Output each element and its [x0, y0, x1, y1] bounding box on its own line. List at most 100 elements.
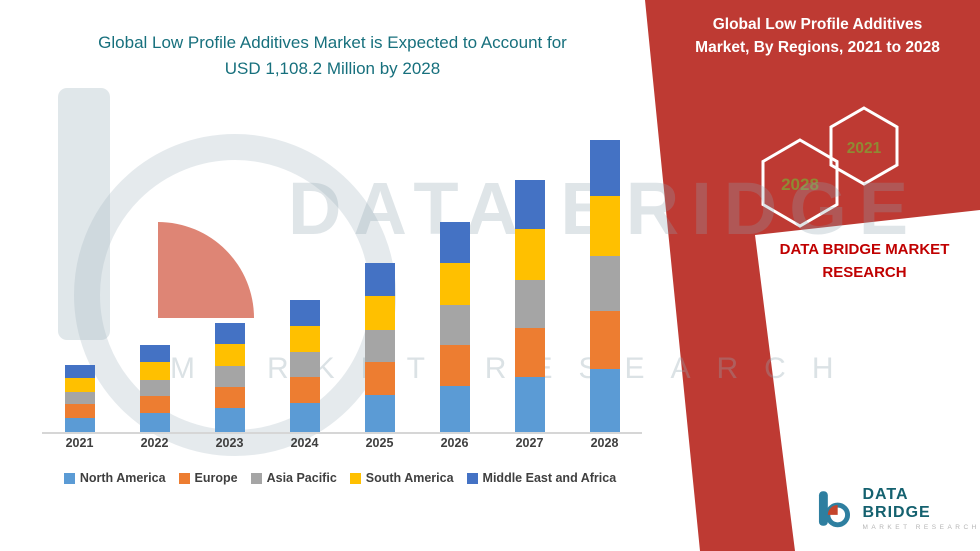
banner-title-line2: Market, By Regions, 2021 to 2028 [695, 39, 940, 57]
logo-tagline: MARKET RESEARCH [862, 524, 980, 531]
chart-legend: North America Europe Asia Pacific South Ame… [25, 471, 655, 485]
bar-segment-2026-north-america [439, 386, 470, 432]
company-logo: DATA BRIDGE MARKET RESEARCH [815, 486, 980, 531]
legend-item-north-america: North America [63, 471, 166, 485]
bar-segment-2022-asia-pacific [139, 379, 170, 396]
x-axis-label-2027: 2027 [515, 436, 544, 450]
bar-segment-2027-asia-pacific [514, 280, 545, 328]
bar-slot-2024 [267, 100, 342, 432]
legend-item-south-america: South America [349, 471, 454, 485]
x-axis-label-2024: 2024 [290, 436, 319, 450]
watermark-logo-red-quarter [158, 222, 254, 318]
bar-segment-2028-north-america [589, 368, 620, 432]
legend-swatch-icon [466, 472, 478, 484]
stacked-bar-2023 [214, 322, 245, 432]
bar-slot-2021 [42, 100, 117, 432]
company-name: DATA BRIDGE MARKET RESEARCH [762, 238, 967, 285]
legend-label: South America [365, 471, 454, 485]
watermark-subtitle: MARKET RESEARCH [170, 352, 860, 385]
bar-segment-2026-south-america [439, 262, 470, 306]
bar-segment-2024-south-america [289, 325, 320, 353]
chart-title-line2: USD 1,108.2 Million by 2028 [224, 59, 441, 79]
legend-label: Europe [194, 471, 238, 485]
bar-segment-2024-europe [289, 377, 320, 404]
bar-segment-2025-north-america [364, 395, 395, 432]
x-axis-label-2025: 2025 [365, 436, 394, 450]
legend-swatch-icon [250, 472, 262, 484]
bar-segment-2025-asia-pacific [364, 330, 395, 362]
bar-slot-2025 [342, 100, 417, 432]
hexagon-2028-icon [761, 138, 839, 228]
bar-segment-2027-north-america [514, 377, 545, 432]
bar-segment-2021-asia-pacific [64, 391, 95, 405]
bar-segment-2023-south-america [214, 344, 245, 367]
bar-segment-2027-middle-east-and-africa [514, 180, 545, 229]
bar-segment-2021-north-america [64, 417, 95, 432]
legend-label: North America [79, 471, 166, 485]
bar-segment-2024-asia-pacific [289, 352, 320, 378]
legend-item-asia-pacific: Asia Pacific [250, 471, 337, 485]
banner-title-line1: Global Low Profile Additives [712, 16, 923, 33]
stacked-bar-2024 [289, 300, 320, 432]
bar-segment-2023-asia-pacific [214, 366, 245, 387]
bar-segment-2028-europe [589, 311, 620, 369]
legend-item-middle-east-and-africa: Middle East and Africa [466, 471, 616, 485]
chart-title-line1: Global Low Profile Additives Market is E… [98, 33, 567, 52]
chart-title: Global Low Profile Additives Market is E… [45, 30, 620, 83]
logo-name: DATA BRIDGE [862, 486, 931, 521]
hexagon-2021-icon [829, 106, 899, 186]
company-name-line2: RESEARCH [822, 264, 907, 282]
watermark-logo-stem [58, 88, 110, 340]
company-logo-icon [818, 490, 851, 527]
bar-segment-2021-europe [64, 404, 95, 418]
legend-item-europe: Europe [178, 471, 238, 485]
stacked-bar-2021 [64, 365, 95, 432]
bar-slot-2023 [192, 100, 267, 432]
bar-segment-2023-europe [214, 386, 245, 409]
bar-segment-2025-middle-east-and-africa [364, 263, 395, 296]
bar-segment-2027-europe [514, 327, 545, 378]
stacked-bar-2025 [364, 263, 395, 432]
x-axis-labels: 2021 2022 2023 2024 2025 2026 2027 2028 [42, 436, 642, 450]
banner-title: Global Low Profile Additives Market, By … [665, 13, 970, 60]
x-axis-label-2026: 2026 [440, 436, 469, 450]
bar-segment-2028-asia-pacific [589, 256, 620, 312]
bar-slot-2027 [492, 100, 567, 432]
bar-segment-2023-north-america [214, 408, 245, 432]
bar-segment-2022-europe [139, 395, 170, 414]
company-name-line1: DATA BRIDGE MARKET [779, 241, 950, 258]
plot-area [42, 100, 642, 434]
x-axis-label-2028: 2028 [590, 436, 619, 450]
stacked-bar-2028 [589, 140, 620, 432]
hexagon-year-2028: 2028 [781, 175, 819, 194]
bar-slot-2026 [417, 100, 492, 432]
stacked-bar-2022 [139, 345, 170, 432]
legend-label: Asia Pacific [266, 471, 337, 485]
bar-segment-2022-middle-east-and-africa [139, 345, 170, 362]
bar-segment-2024-middle-east-and-africa [289, 300, 320, 326]
bar-segment-2024-north-america [289, 403, 320, 432]
bar-segment-2025-europe [364, 361, 395, 396]
bar-segment-2021-south-america [64, 378, 95, 392]
stacked-bar-2027 [514, 180, 545, 432]
legend-swatch-icon [349, 472, 361, 484]
bar-segment-2028-middle-east-and-africa [589, 140, 620, 197]
bar-segment-2022-north-america [139, 413, 170, 432]
bar-slot-2028 [567, 100, 642, 432]
bar-segment-2026-asia-pacific [439, 305, 470, 345]
legend-swatch-icon [63, 472, 75, 484]
hexagon-year-2021: 2021 [847, 140, 882, 157]
stacked-bar-2026 [439, 222, 470, 432]
bar-segment-2023-middle-east-and-africa [214, 322, 245, 345]
bar-segment-2026-middle-east-and-africa [439, 222, 470, 263]
bar-segment-2025-south-america [364, 295, 395, 331]
bar-segment-2027-south-america [514, 228, 545, 281]
bar-segment-2026-europe [439, 344, 470, 387]
legend-swatch-icon [178, 472, 190, 484]
x-axis-label-2023: 2023 [215, 436, 244, 450]
bar-segment-2022-south-america [139, 361, 170, 380]
bar-segment-2028-south-america [589, 196, 620, 256]
bar-segment-2021-middle-east-and-africa [64, 365, 95, 379]
x-axis-label-2022: 2022 [140, 436, 169, 450]
